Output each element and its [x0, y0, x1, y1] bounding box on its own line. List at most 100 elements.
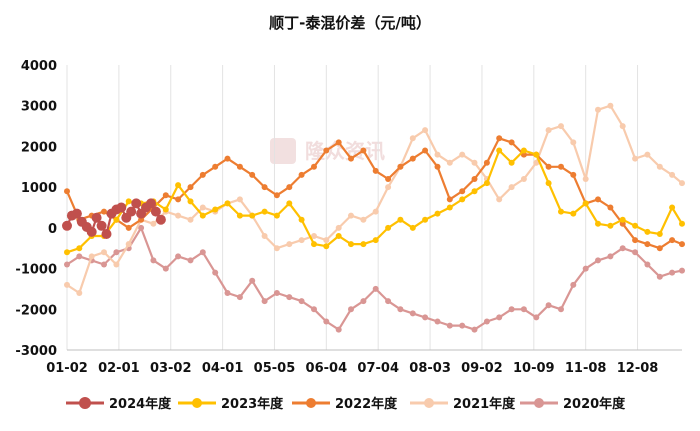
data-point [545, 302, 552, 309]
data-point [249, 171, 256, 178]
data-point [71, 208, 82, 219]
data-point [459, 322, 466, 329]
x-tick-label: 03-02 [150, 361, 192, 376]
x-tick-label: 09-02 [461, 361, 503, 376]
data-point [446, 322, 453, 329]
series-2021年度 [64, 102, 685, 296]
data-point [409, 155, 416, 162]
x-tick-label: 08-03 [409, 361, 451, 376]
data-point [311, 306, 317, 313]
data-point [619, 123, 626, 130]
data-point [199, 249, 206, 256]
data-point [335, 326, 342, 333]
y-tick-label: 1000 [21, 181, 57, 196]
data-point [644, 261, 651, 268]
data-point [360, 241, 367, 248]
axes: -3000 -2000 -1000 0 1000 2000 3000 4000 01-02 02-… [15, 59, 682, 376]
data-point [323, 147, 330, 154]
data-point [261, 233, 268, 239]
data-point [187, 198, 194, 205]
data-point [558, 123, 564, 130]
x-tick-label: 06-04 [306, 361, 348, 376]
data-point [446, 196, 453, 203]
data-point [434, 318, 441, 325]
data-point [558, 163, 564, 170]
data-point [644, 228, 651, 235]
legend-swatch-marker [192, 398, 202, 408]
data-point [385, 184, 392, 191]
data-point [125, 198, 132, 205]
data-point [434, 163, 441, 170]
y-tick-label: 4000 [21, 59, 57, 74]
data-point [298, 237, 305, 244]
data-point [679, 241, 685, 248]
data-point [199, 204, 206, 211]
x-tick-label: 11-08 [565, 361, 607, 376]
data-point [656, 245, 663, 252]
data-point [88, 253, 95, 260]
y-tick-label: -3000 [15, 344, 57, 359]
data-point [459, 151, 466, 158]
data-point [582, 200, 589, 207]
data-point [146, 198, 156, 209]
data-point [286, 200, 293, 207]
data-point [595, 106, 601, 113]
data-point [298, 171, 305, 178]
data-point [619, 245, 626, 252]
data-point [545, 163, 552, 170]
data-point [669, 204, 676, 211]
data-point [249, 277, 256, 284]
data-point [187, 257, 194, 264]
data-point [644, 151, 651, 158]
legend-item: 2024年度 [66, 396, 172, 412]
data-point [471, 326, 478, 333]
legend-swatch-marker [534, 398, 544, 408]
data-point [101, 249, 107, 256]
data-point [323, 243, 330, 250]
data-point [619, 216, 626, 223]
data-point [96, 220, 107, 231]
data-point [76, 253, 83, 260]
data-point [91, 212, 102, 223]
data-point [360, 298, 367, 305]
data-point [113, 261, 120, 268]
data-point [175, 253, 182, 260]
data-point [101, 229, 112, 239]
data-point [360, 216, 367, 223]
data-point [558, 306, 564, 313]
data-point [595, 220, 601, 227]
x-tick-label: 12-08 [617, 361, 659, 376]
y-tick-label: -1000 [15, 263, 57, 278]
data-point [175, 182, 182, 189]
data-point [570, 210, 577, 217]
data-point [459, 196, 466, 203]
legend-swatch-marker [306, 398, 316, 408]
data-point [570, 281, 577, 288]
data-point [76, 290, 83, 296]
data-point [175, 212, 182, 219]
data-point [236, 212, 243, 219]
data-point [273, 192, 280, 199]
data-point [150, 257, 157, 264]
data-point [632, 155, 639, 162]
data-point [496, 147, 503, 154]
series-2024年度 [62, 198, 166, 239]
data-point [446, 204, 453, 211]
data-point [273, 290, 280, 296]
data-point [348, 155, 354, 162]
data-point [335, 224, 342, 231]
data-point [669, 269, 676, 276]
data-point [446, 159, 453, 166]
data-point [64, 188, 70, 195]
y-tick-label: 3000 [21, 100, 57, 115]
data-point [422, 147, 429, 154]
data-point [162, 206, 169, 213]
y-tick-label: 0 [48, 222, 57, 237]
data-point [113, 249, 120, 256]
data-point [236, 294, 243, 301]
data-point [187, 216, 194, 223]
data-point [422, 216, 429, 223]
data-point [483, 159, 490, 166]
data-point [101, 261, 107, 268]
data-point [397, 306, 404, 313]
